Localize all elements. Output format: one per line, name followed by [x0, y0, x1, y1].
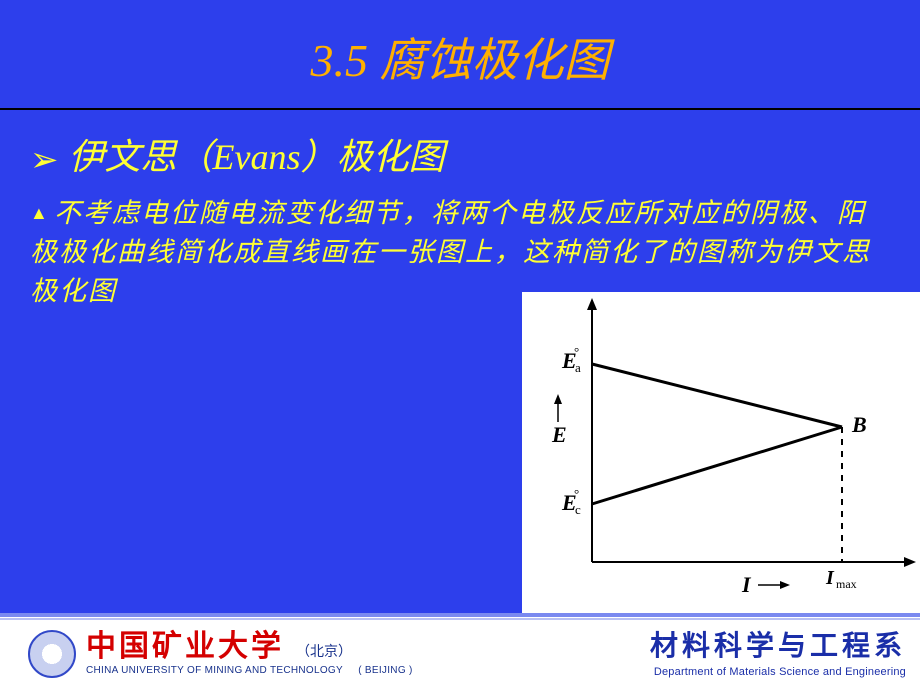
university-seal-icon [28, 630, 76, 678]
label-B: B [851, 412, 867, 437]
content-section: ➢ 伊文思（Evans）极化图 ▲不考虑电位随电流变化细节，将两个电极反应所对应… [0, 110, 920, 311]
label-Imax-sub: max [836, 577, 857, 591]
svg-text:°: ° [574, 344, 579, 359]
chevron-bullet-icon: ➢ [30, 140, 59, 180]
section-heading: ➢ 伊文思（Evans）极化图 [30, 128, 890, 180]
university-name-en: CHINA UNIVERSITY OF MINING AND TECHNOLOG… [86, 665, 343, 676]
university-block: 中国矿业大学 （北京） CHINA UNIVERSITY OF MINING A… [0, 630, 413, 678]
y-axis-label: E [551, 422, 567, 447]
university-name-cn: 中国矿业大学 [86, 630, 284, 663]
triangle-bullet-icon: ▲ [30, 203, 50, 223]
department-name-cn: 材料科学与工程系 [650, 624, 906, 664]
slide: 3.5 腐蚀极化图 ➢ 伊文思（Evans）极化图 ▲不考虑电位随电流变化细节，… [0, 0, 920, 690]
section-heading-text: 伊文思（Evans）极化图 [69, 128, 445, 180]
evans-diagram-svg: E a ° E c ° B E I I max [522, 292, 920, 624]
university-beijing-cn: （北京） [296, 645, 352, 660]
department-block: 材料科学与工程系 Department of Materials Science… [650, 624, 906, 678]
svg-text:°: ° [574, 486, 579, 501]
label-Imax: I [825, 567, 835, 589]
university-text: 中国矿业大学 （北京） CHINA UNIVERSITY OF MINING A… [86, 632, 413, 676]
slide-title: 3.5 腐蚀极化图 [0, 0, 920, 90]
evans-diagram: E a ° E c ° B E I I max [522, 292, 920, 624]
body-text: 不考虑电位随电流变化细节，将两个电极反应所对应的阴极、阳极极化曲线简化成直线画在… [30, 198, 871, 306]
svg-text:a: a [575, 360, 581, 375]
x-axis-label: I [741, 572, 752, 597]
footer: 中国矿业大学 （北京） CHINA UNIVERSITY OF MINING A… [0, 613, 920, 690]
university-beijing-en: ( BEIJING ) [358, 665, 412, 676]
svg-text:c: c [575, 502, 581, 517]
department-name-en: Department of Materials Science and Engi… [650, 666, 906, 678]
footer-accent-line [0, 618, 920, 620]
